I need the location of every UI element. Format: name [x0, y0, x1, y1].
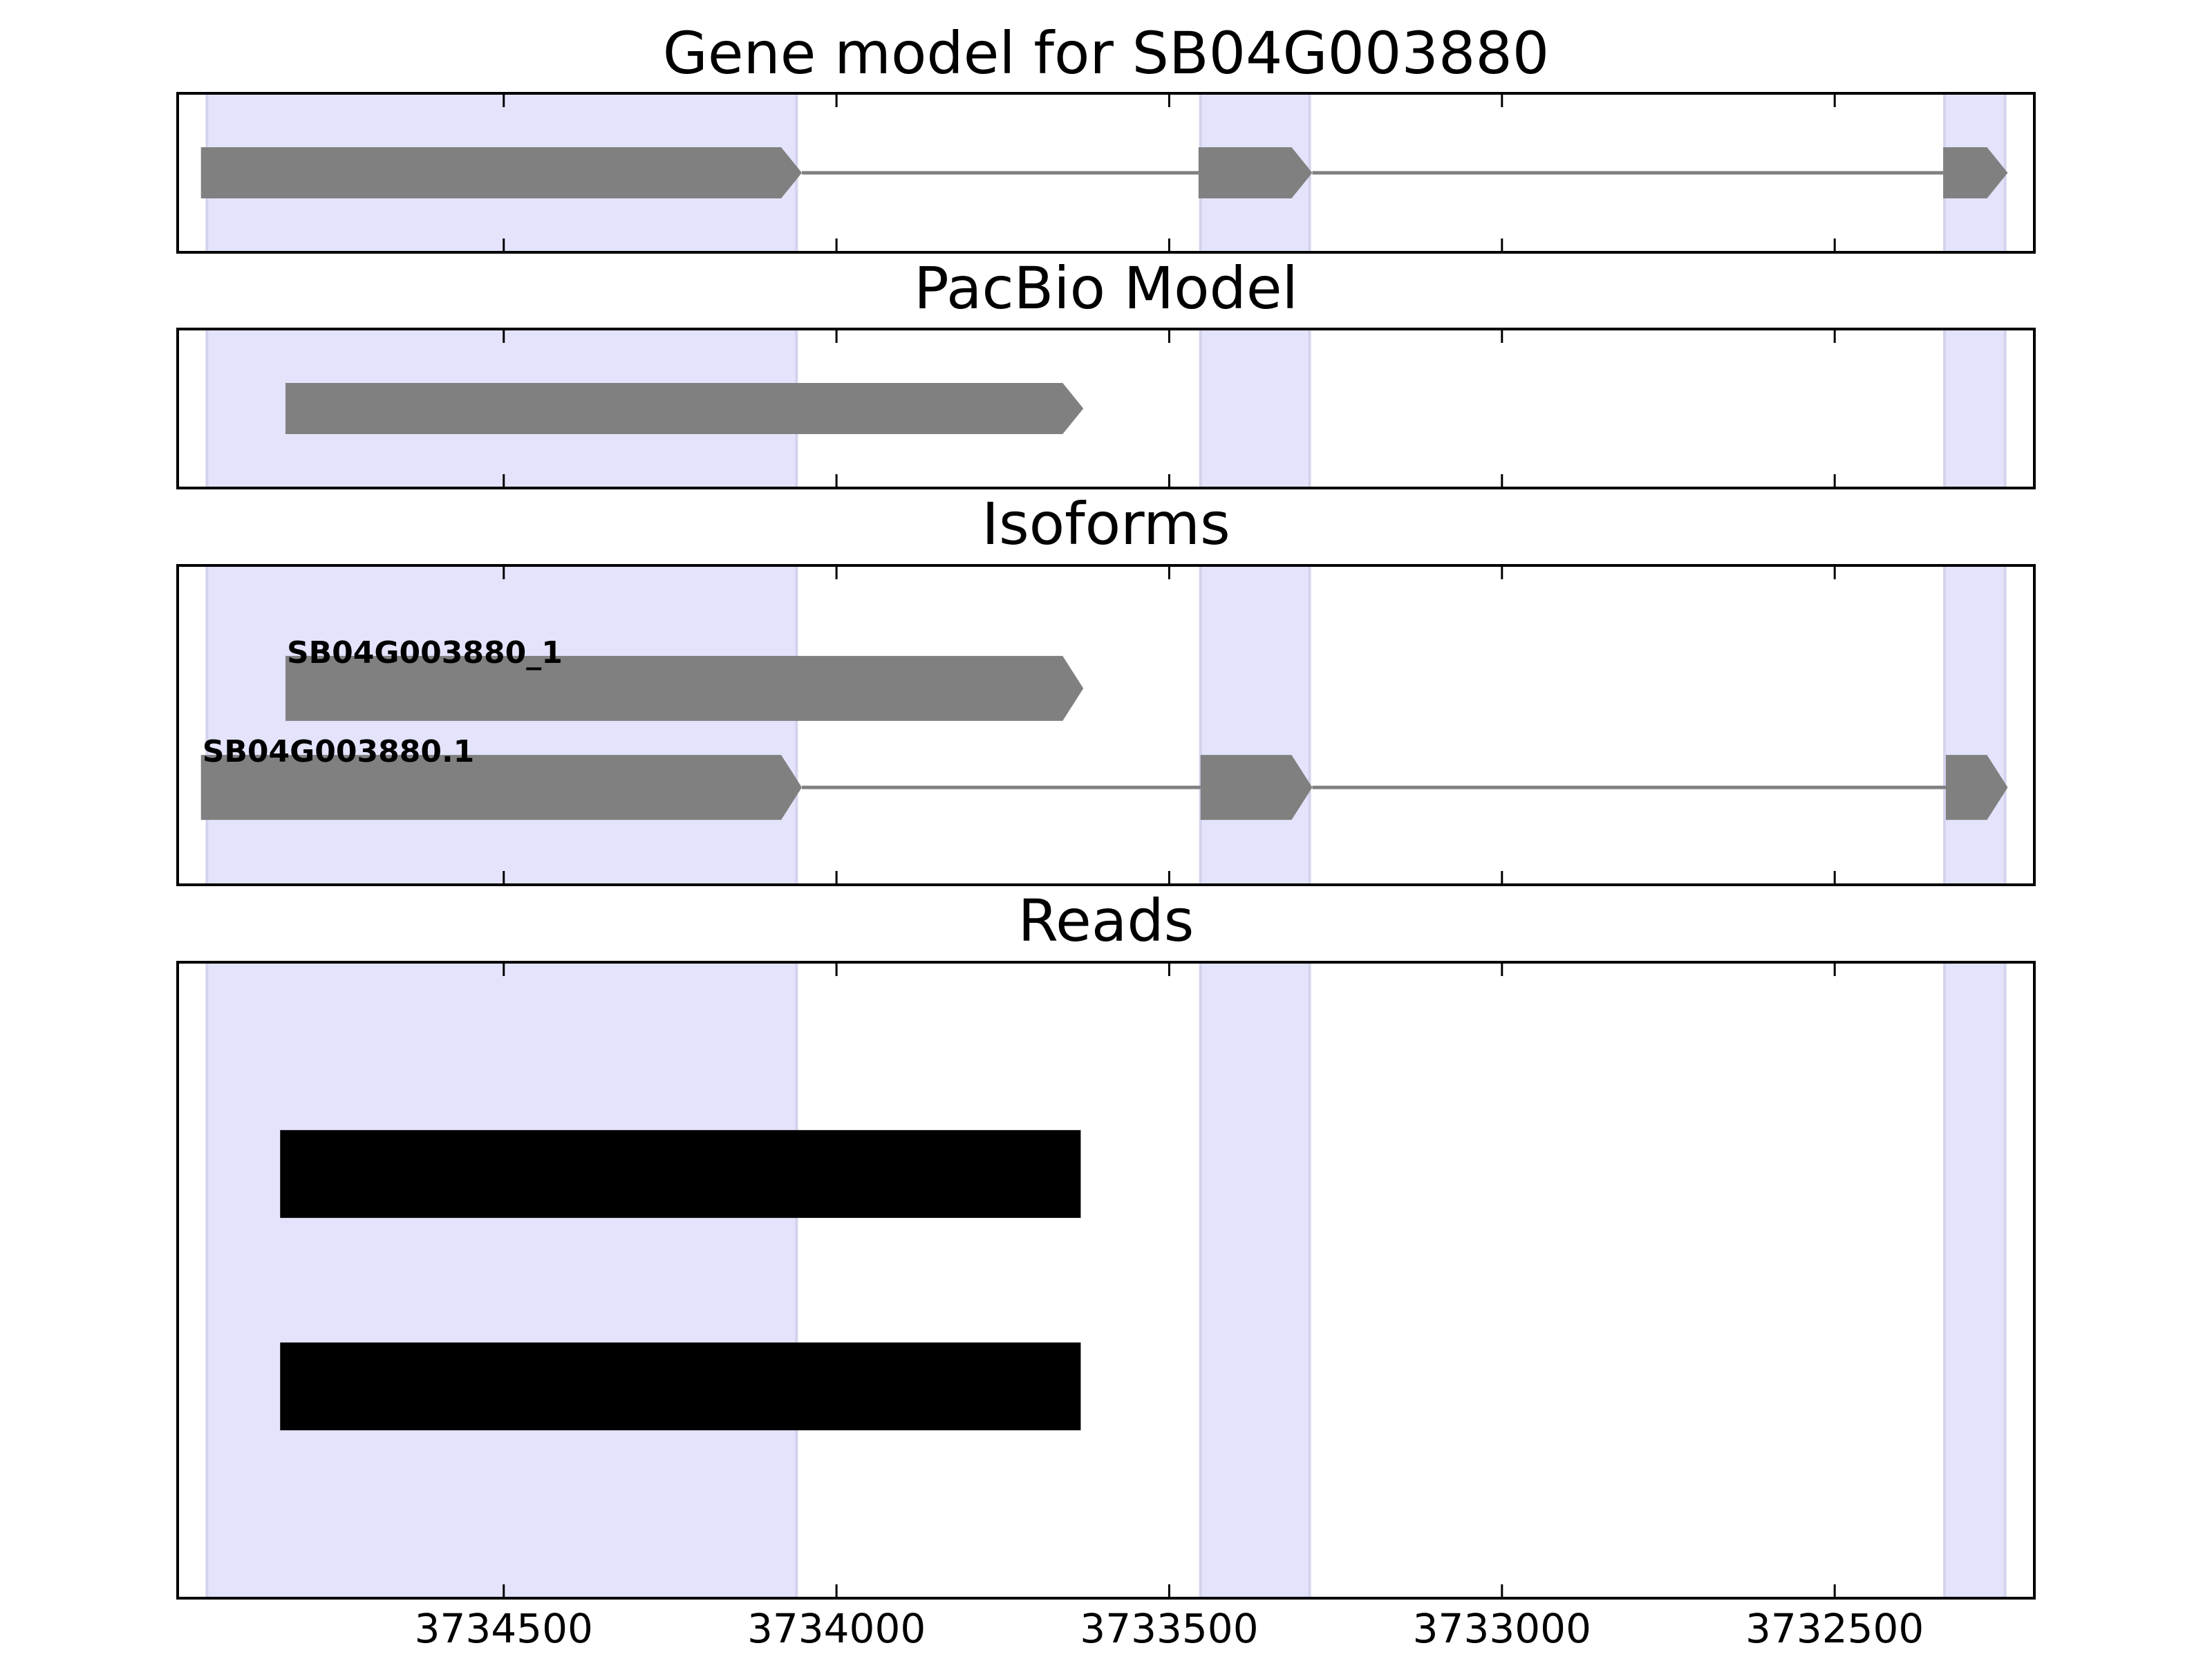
panel-frame	[176, 328, 2036, 489]
exon	[200, 147, 803, 198]
x-tick-label: 3733500	[1080, 1605, 1258, 1652]
exon-highlight	[1943, 564, 2007, 886]
isoform-label: SB04G003880_1	[287, 635, 563, 671]
panel-title: PacBio Model	[914, 254, 1298, 322]
exon-highlight	[1199, 961, 1311, 1600]
exon	[1200, 755, 1313, 821]
exon	[1945, 755, 2008, 821]
panel-title: Reads	[1018, 887, 1194, 955]
exon	[1943, 147, 2008, 198]
x-tick-label: 3734500	[415, 1605, 593, 1652]
exon-highlight	[1199, 564, 1311, 886]
exon	[285, 383, 1084, 434]
panel-frame	[176, 92, 2036, 254]
panel: PacBio Model	[176, 254, 2036, 489]
panel-frame	[176, 564, 2036, 886]
exon-highlight	[1943, 961, 2007, 1600]
isoform-label: SB04G003880.1	[203, 734, 475, 769]
exon	[1198, 147, 1313, 198]
panel-frame	[176, 961, 2036, 1600]
panel: Gene model for SB04G003880	[176, 19, 2036, 254]
panel: Reads 3734500 3734000 3733500 3733000 3732500	[176, 887, 2036, 1652]
exon-highlight	[1199, 328, 1311, 489]
exon-highlight	[1943, 328, 2007, 489]
x-tick-label: 3733000	[1413, 1605, 1591, 1652]
exon	[285, 655, 1084, 721]
panel-title: Gene model for SB04G003880	[663, 19, 1549, 87]
read	[280, 1130, 1081, 1218]
x-tick-label: 3734000	[747, 1605, 926, 1652]
exon	[200, 755, 803, 821]
panel-title: Isoforms	[982, 490, 1230, 558]
panel: Isoforms SB04G003880_1 SB04G003880.1	[176, 490, 2036, 886]
x-tick-label: 3732500	[1745, 1605, 1924, 1652]
exon-highlight	[205, 564, 798, 886]
read	[280, 1342, 1081, 1431]
exon-highlight	[205, 961, 798, 1600]
